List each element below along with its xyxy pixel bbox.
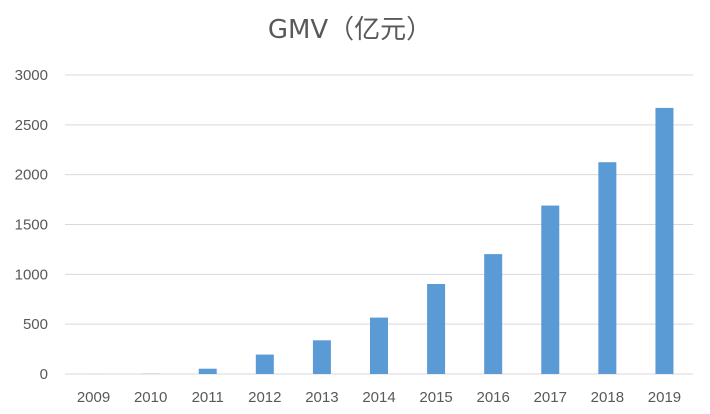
x-tick-label: 2014 bbox=[362, 389, 395, 406]
gridlines bbox=[65, 74, 693, 375]
x-tick-label: 2013 bbox=[305, 389, 338, 406]
bar-2013 bbox=[312, 340, 331, 374]
bar-2016 bbox=[484, 254, 503, 374]
bars bbox=[84, 107, 674, 374]
x-tick-label: 2016 bbox=[476, 389, 509, 406]
x-tick-label: 2011 bbox=[192, 389, 224, 406]
x-tick-label: 2017 bbox=[534, 389, 567, 406]
bar-2019 bbox=[655, 107, 674, 374]
y-tick-label: 2500 bbox=[15, 117, 48, 134]
y-axis-tick-labels: 0 500 1000 1500 2000 2500 3000 bbox=[15, 67, 48, 383]
x-tick-label: 2012 bbox=[248, 389, 281, 406]
bar-2012 bbox=[255, 354, 274, 374]
y-tick-label: 500 bbox=[23, 316, 48, 333]
y-tick-label: 1000 bbox=[15, 266, 48, 283]
bar-2015 bbox=[427, 284, 446, 374]
x-axis-tick-labels: 2009 2010 2011 2012 2013 2014 2015 2016 2017 2018… bbox=[77, 389, 681, 406]
x-tick-label: 2018 bbox=[591, 389, 624, 406]
y-tick-label: 1500 bbox=[15, 217, 48, 234]
x-tick-label: 2009 bbox=[77, 389, 110, 406]
y-tick-label: 3000 bbox=[15, 67, 48, 84]
x-tick-label: 2010 bbox=[134, 389, 167, 406]
bar-2014 bbox=[370, 317, 388, 374]
bar-2018 bbox=[598, 162, 617, 374]
y-tick-label: 0 bbox=[40, 366, 48, 383]
bar-2017 bbox=[541, 205, 560, 374]
x-tick-label: 2019 bbox=[648, 389, 681, 406]
bar-2011 bbox=[198, 368, 217, 374]
y-tick-label: 2000 bbox=[15, 167, 48, 184]
chart-title: GMV（亿元） bbox=[268, 15, 432, 45]
x-tick-label: 2015 bbox=[419, 389, 452, 406]
